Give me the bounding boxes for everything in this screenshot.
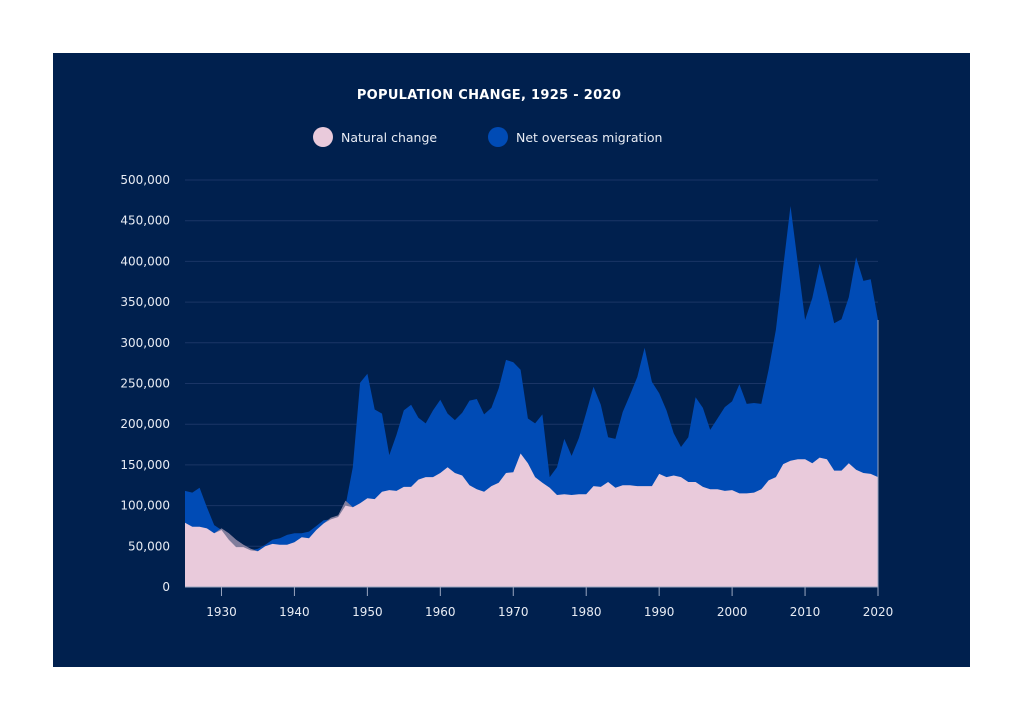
legend-swatch-natural (313, 127, 333, 147)
chart-title: POPULATION CHANGE, 1925 - 2020 (356, 88, 622, 103)
x-tick-label: 1930 (206, 605, 237, 619)
y-tick-label: 50,000 (128, 539, 170, 553)
y-tick-label: 100,000 (120, 499, 170, 513)
y-tick-label: 200,000 (120, 417, 170, 431)
y-tick-label: 400,000 (120, 254, 170, 268)
legend-net-overseas-migration: Net overseas migration (488, 127, 662, 147)
x-tick-label: 2020 (863, 605, 894, 619)
x-tick-label: 1970 (498, 605, 529, 619)
legend-label-natural: Natural change (341, 129, 438, 145)
x-tick-label: 1960 (425, 605, 456, 619)
area-natural-change (185, 453, 878, 587)
legend-natural-change: Natural change (313, 127, 437, 147)
x-tick-label: 1950 (352, 605, 383, 619)
y-tick-label: 300,000 (120, 336, 170, 350)
x-tick-label: 2000 (717, 605, 748, 619)
y-tick-label: 150,000 (120, 458, 170, 472)
x-tick-label: 1990 (644, 605, 675, 619)
y-tick-label: 0 (162, 580, 170, 594)
y-tick-label: 350,000 (120, 295, 170, 309)
x-tick-label: 1940 (279, 605, 310, 619)
x-tick-label: 1980 (571, 605, 602, 619)
y-tick-label: 450,000 (120, 214, 170, 228)
y-tick-label: 250,000 (120, 377, 170, 391)
x-tick-label: 2010 (790, 605, 821, 619)
legend-label-migration: Net overseas migration (516, 129, 663, 145)
y-tick-label: 500,000 (120, 173, 170, 187)
legend-swatch-migration (488, 127, 508, 147)
